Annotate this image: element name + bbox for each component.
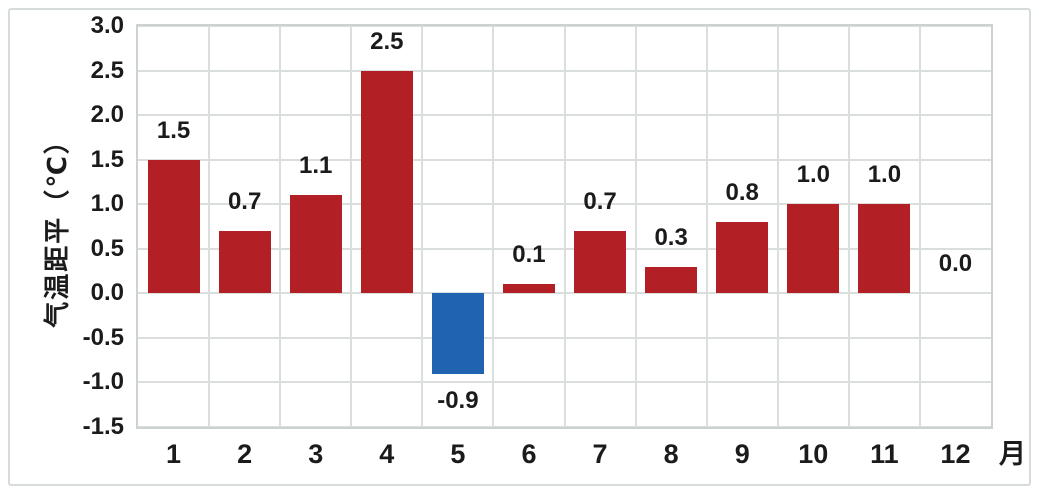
- positive-bar: [218, 230, 271, 294]
- y-axis-tick-label: 0.0: [90, 279, 124, 307]
- vertical-gridline: [350, 26, 353, 427]
- x-axis-tick-label: 5: [450, 439, 466, 469]
- y-axis-tick-label: -0.5: [82, 323, 124, 351]
- vertical-gridline: [847, 26, 850, 427]
- y-axis-tick-label: -1.0: [82, 368, 124, 396]
- bar-value-label: 0.1: [512, 241, 546, 269]
- vertical-gridline: [705, 26, 708, 427]
- bar-value-label: 2.5: [370, 27, 404, 55]
- x-axis-tick-label: 6: [521, 439, 537, 469]
- bar-value-label: 1.5: [156, 116, 191, 144]
- positive-bar: [502, 284, 555, 294]
- x-axis-tick-label: 11: [870, 439, 899, 469]
- y-axis-tick-label: 1.0: [90, 190, 124, 218]
- vertical-gridline: [208, 26, 211, 427]
- positive-bar: [574, 230, 627, 294]
- positive-bar: [787, 204, 840, 294]
- vertical-gridline: [421, 26, 424, 427]
- y-axis-tick-label: 2.5: [90, 56, 124, 84]
- positive-bar: [645, 266, 698, 294]
- plot-area-border: [136, 24, 993, 429]
- bar-value-label: 0.3: [654, 223, 688, 251]
- vertical-gridline: [279, 26, 282, 427]
- x-axis-tick-label: 9: [734, 439, 750, 469]
- x-axis-tick-label: 2: [237, 439, 253, 469]
- bar-value-label: 0.8: [725, 179, 759, 207]
- positive-bar: [289, 195, 342, 294]
- y-axis-tick-label: 0.5: [90, 234, 124, 262]
- x-axis-tick-label: 12: [940, 439, 971, 469]
- positive-bar: [858, 204, 911, 294]
- x-axis-unit-label: 月: [999, 439, 1026, 469]
- bar-value-label: -0.9: [437, 386, 479, 414]
- y-axis-tick-label: 3.0: [90, 12, 124, 39]
- bar-value-label: 1.0: [867, 161, 902, 189]
- positive-bar: [147, 159, 200, 294]
- y-axis-tick-label: 1.5: [90, 145, 124, 173]
- bar-value-label: 0.0: [938, 250, 973, 278]
- bar-value-label: 1.1: [299, 152, 333, 180]
- vertical-gridline: [776, 26, 779, 427]
- x-axis-tick-label: 7: [592, 439, 608, 469]
- bar-value-label: 0.7: [583, 187, 617, 215]
- positive-bar: [360, 70, 413, 294]
- vertical-gridline: [492, 26, 495, 427]
- x-axis-tick-label: 3: [308, 439, 324, 469]
- x-axis-tick-label: 4: [379, 439, 395, 469]
- x-axis-tick-label: 10: [798, 439, 829, 469]
- x-axis-tick-label: 8: [663, 439, 679, 469]
- y-axis-title: 气温距平（℃）: [42, 126, 72, 328]
- negative-bar: [431, 293, 484, 374]
- positive-bar: [716, 222, 769, 294]
- bar-value-label: 0.7: [227, 187, 262, 215]
- x-axis-tick-label: 1: [166, 439, 182, 469]
- y-axis-tick-label: 2.0: [90, 101, 124, 129]
- vertical-gridline: [918, 26, 921, 427]
- bar-value-label: 1.0: [796, 161, 830, 189]
- vertical-gridline: [563, 26, 566, 427]
- y-axis-tick-label: -1.5: [82, 413, 124, 440]
- vertical-gridline: [634, 26, 637, 427]
